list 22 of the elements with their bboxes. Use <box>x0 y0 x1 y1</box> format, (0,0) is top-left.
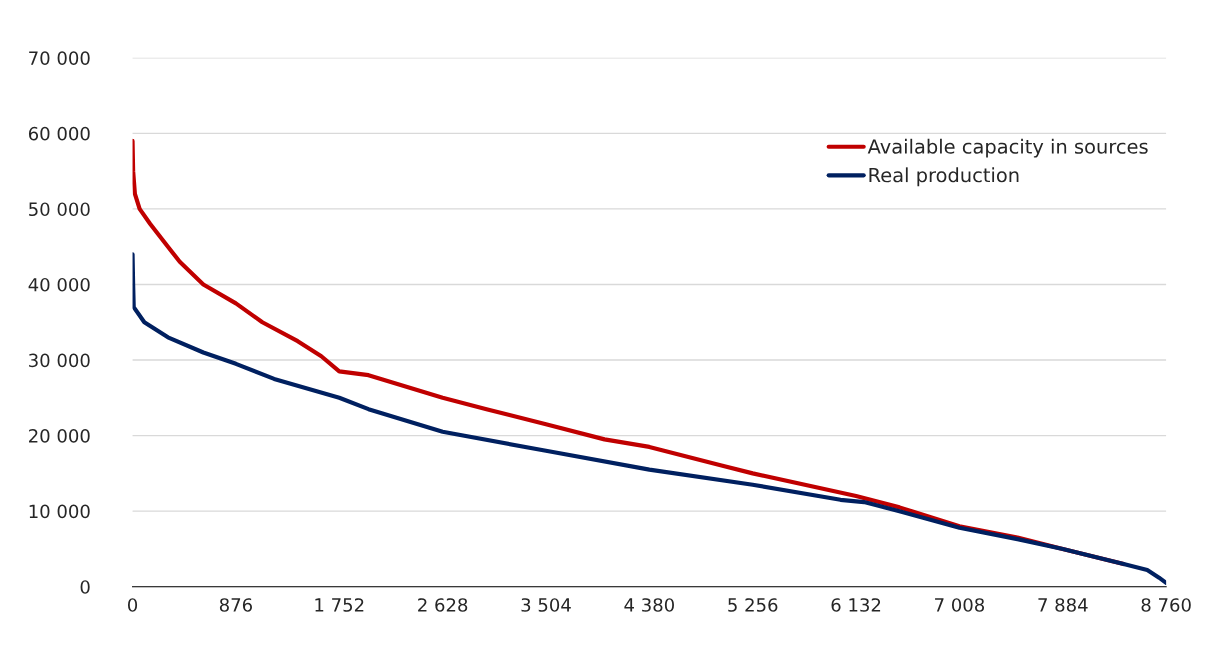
legend-label: Available capacity in sources <box>867 138 1148 158</box>
y-tick-label: 10 000 <box>29 504 90 519</box>
x-tick-label: 1 752 <box>315 598 364 612</box>
y-tick-label: 70 000 <box>29 51 90 65</box>
y-tick-label: 20 000 <box>29 429 90 443</box>
x-tick-label: 2 628 <box>418 598 468 612</box>
y-tick-label: 50 000 <box>29 202 90 217</box>
x-tick-label: 876 <box>219 598 252 612</box>
x-tick-label: 3 504 <box>521 598 571 612</box>
x-tick-label: 5 256 <box>728 598 778 612</box>
x-tick-label: 7 008 <box>935 598 985 612</box>
y-tick-label: 40 000 <box>28 277 90 292</box>
y-tick-label: 60 000 <box>28 126 90 141</box>
x-tick-label: 8 760 <box>1141 598 1191 612</box>
y-tick-label: 0 <box>80 580 90 594</box>
x-tick-label: 0 <box>127 598 138 612</box>
x-tick-label: 7 884 <box>1038 598 1088 612</box>
y-tick-label: 30 000 <box>29 353 90 368</box>
x-tick-label: 6 132 <box>831 598 881 612</box>
x-tick-label: 4 380 <box>624 598 674 612</box>
legend-label: Real production <box>869 167 1019 187</box>
line-series <box>132 252 1167 586</box>
